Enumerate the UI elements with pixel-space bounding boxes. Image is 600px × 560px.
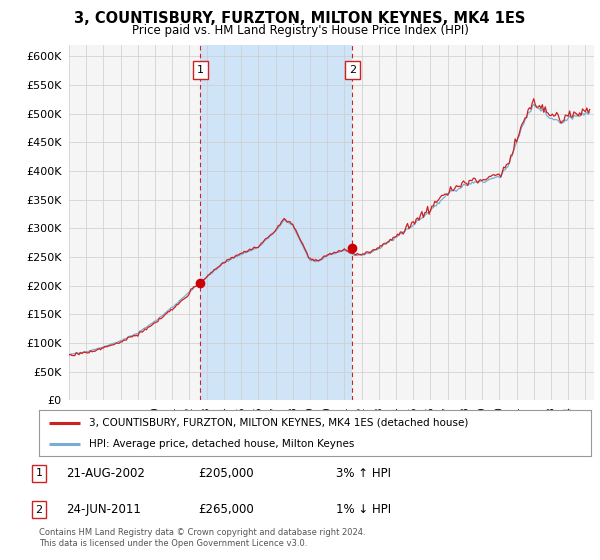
Text: 2: 2 [35,505,43,515]
Text: 1% ↓ HPI: 1% ↓ HPI [336,503,391,516]
Text: 24-JUN-2011: 24-JUN-2011 [66,503,141,516]
Text: 3, COUNTISBURY, FURZTON, MILTON KEYNES, MK4 1ES (detached house): 3, COUNTISBURY, FURZTON, MILTON KEYNES, … [89,418,468,428]
Text: 2: 2 [349,65,356,74]
Text: 3, COUNTISBURY, FURZTON, MILTON KEYNES, MK4 1ES: 3, COUNTISBURY, FURZTON, MILTON KEYNES, … [74,11,526,26]
Text: £205,000: £205,000 [198,466,254,480]
Text: 1: 1 [35,468,43,478]
Text: Price paid vs. HM Land Registry's House Price Index (HPI): Price paid vs. HM Land Registry's House … [131,24,469,36]
Bar [200,45,352,400]
Text: 1: 1 [197,65,203,74]
Text: 3% ↑ HPI: 3% ↑ HPI [336,466,391,480]
Text: HPI: Average price, detached house, Milton Keynes: HPI: Average price, detached house, Milt… [89,439,354,449]
Text: Contains HM Land Registry data © Crown copyright and database right 2024.
This d: Contains HM Land Registry data © Crown c… [39,528,365,548]
Text: 21-AUG-2002: 21-AUG-2002 [66,466,145,480]
Text: £265,000: £265,000 [198,503,254,516]
